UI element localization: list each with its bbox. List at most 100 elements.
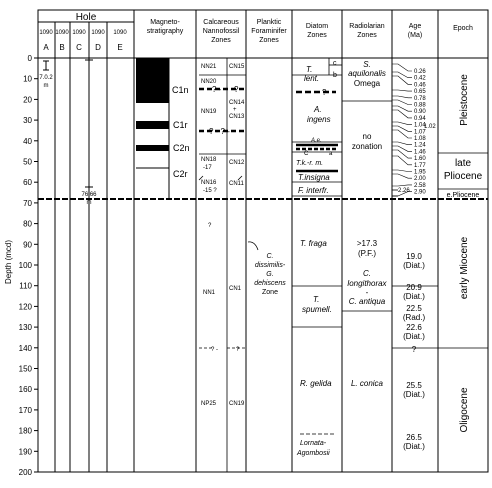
hole-number-a: 1090	[39, 30, 53, 36]
depth-tick-label: 120	[19, 302, 33, 311]
age-connector	[392, 109, 412, 119]
hole-letter-a: A	[43, 43, 49, 52]
age-small-label: 1.04	[414, 123, 426, 129]
age-small-label: 0.65	[414, 89, 426, 95]
radio-lconica: L. conica	[351, 379, 384, 388]
diatom-tinsigna: T.insigna	[298, 173, 330, 182]
age-small-label: 1.60	[414, 156, 426, 162]
diatom-t: T.	[306, 65, 312, 74]
nanno-cn14: CN14	[229, 100, 245, 106]
age-small-ticks: 0.260.420.460.650.780.880.900.941.041.07…	[392, 63, 426, 197]
age-connector	[392, 155, 412, 166]
nanno-cn1: CN1	[229, 286, 242, 292]
age-small-label: 0.90	[414, 109, 426, 115]
age-column: 0.260.420.460.650.780.880.900.941.041.07…	[392, 63, 438, 451]
radio-pf-value: >17.3	[357, 239, 378, 248]
foram-zone-2: dissimilis-	[255, 262, 286, 269]
diatom-finterfr: F. interfr.	[298, 186, 329, 195]
age-connector	[392, 145, 412, 152]
radio-column: S. aquilonalis Omega no zonation >17.3 (…	[342, 60, 392, 388]
age-connector	[392, 63, 412, 72]
epoch-late: late	[455, 158, 472, 169]
age-small-label: 1.95	[414, 170, 426, 176]
magneto-header-2: stratigraphy	[147, 28, 184, 35]
radio-omega: Omega	[354, 79, 381, 88]
age-209: 20.9	[406, 283, 422, 292]
age-small-label: 0.78	[414, 96, 426, 102]
foram-header-1: Planktic	[257, 19, 282, 26]
depth-tick-label: 200	[19, 468, 33, 477]
nanno-nn18: NN18	[201, 157, 217, 163]
hole-letter-c: C	[76, 43, 82, 52]
nanno-q-mid: ? -	[211, 347, 218, 353]
depth-tick-label: 180	[19, 427, 33, 436]
age-connector	[392, 173, 412, 179]
age-226: 2.26	[398, 188, 410, 194]
nanno-cn13: CN13	[229, 114, 245, 120]
nanno-cn11: CN11	[229, 181, 245, 187]
diatom-lornata: Lornata-	[300, 440, 327, 447]
hole-number-c: 1090	[72, 30, 86, 36]
diatom-header-1: Diatom	[306, 23, 328, 30]
age-small-label: 0.46	[414, 82, 426, 88]
depth-tick-label: 140	[19, 344, 33, 353]
nanno-cn15: CN15	[229, 64, 245, 70]
age-190-src: (Diat.)	[403, 261, 425, 270]
depth-ticks: 0 10 20 30 40 50 60 70 80 90 100 110 120 130 140 150 160…	[19, 54, 38, 477]
radio-pf: (P.F.)	[358, 249, 376, 258]
hole-title: Hole	[76, 12, 97, 23]
hole-cores	[43, 59, 93, 188]
age-225: 22.5	[406, 304, 422, 313]
depth-tick-label: 50	[23, 158, 32, 167]
diatom-lent: lent.	[304, 74, 319, 83]
depth-tick-label: 30	[23, 116, 32, 125]
nanno-q-1: ? -	[212, 85, 222, 94]
hole-numbers: 1090 1090 1090 1090 1090	[39, 30, 127, 36]
nanno-nn15: -15 ?	[203, 188, 217, 194]
nanno-nn16: NN16	[201, 180, 217, 186]
age-connector	[392, 89, 412, 92]
age-small-label: 1.46	[414, 149, 426, 155]
age-small-label: 0.88	[414, 103, 426, 109]
foram-column: C. dissimilis- G. dehiscens Zone	[247, 241, 286, 296]
depth-tick-label: 70	[23, 199, 32, 208]
diatom-tkr: T.k.-r. m.	[296, 160, 323, 167]
diatom-ae: A.e.	[310, 138, 322, 144]
age-225-src: (Rad.)	[403, 313, 426, 322]
radio-no: no	[363, 132, 372, 141]
hole-number-b: 1090	[55, 30, 69, 36]
age-connector	[392, 71, 412, 78]
age-header-1: Age	[409, 23, 422, 30]
epoch-oligocene: Oligocene	[459, 387, 470, 432]
hole-c-depth-label: 76.66	[81, 192, 97, 198]
nanno-q-right: ?	[236, 347, 240, 353]
age-connector	[392, 129, 412, 139]
depth-tick-label: 150	[19, 365, 33, 374]
nanno-nn17: -17	[203, 165, 212, 171]
age-small-label: 0.26	[414, 69, 426, 75]
nanno-header-3: Zones	[211, 37, 231, 44]
hole-a-depth-unit: m	[44, 83, 49, 89]
foram-zone-5: Zone	[262, 289, 278, 296]
age-209-src: (Diat.)	[403, 292, 425, 301]
diatom-q: ?	[322, 88, 327, 97]
depth-tick-label: 90	[23, 240, 32, 249]
age-connector	[392, 141, 412, 145]
age-102: 1.02	[424, 124, 436, 130]
nanno-nn21: NN21	[201, 64, 217, 70]
age-connector	[392, 75, 412, 85]
depth-axis: Depth (mcd) 0 10 20 30 40 50 60 70 80 90 100 110 120…	[4, 54, 38, 477]
diatom-c: c	[333, 60, 337, 67]
radio-c: C.	[363, 269, 371, 278]
foram-zone-3: G.	[266, 271, 273, 278]
diatom-b: b	[333, 72, 337, 79]
diatom-agombosii: Agombosii	[296, 450, 330, 457]
age-small-label: 0.42	[414, 76, 426, 82]
nanno-q-3: ? - ? -	[209, 127, 230, 136]
diatom-column: T. lent. c b ? A. ingens A.e. C a T.k.-r…	[292, 58, 342, 457]
foram-zone-4: dehiscens	[254, 280, 286, 287]
epoch-pliocene: Pliocene	[444, 171, 483, 182]
radio-header-2: Zones	[357, 32, 377, 39]
nanno-nn19: NN19	[201, 109, 217, 115]
